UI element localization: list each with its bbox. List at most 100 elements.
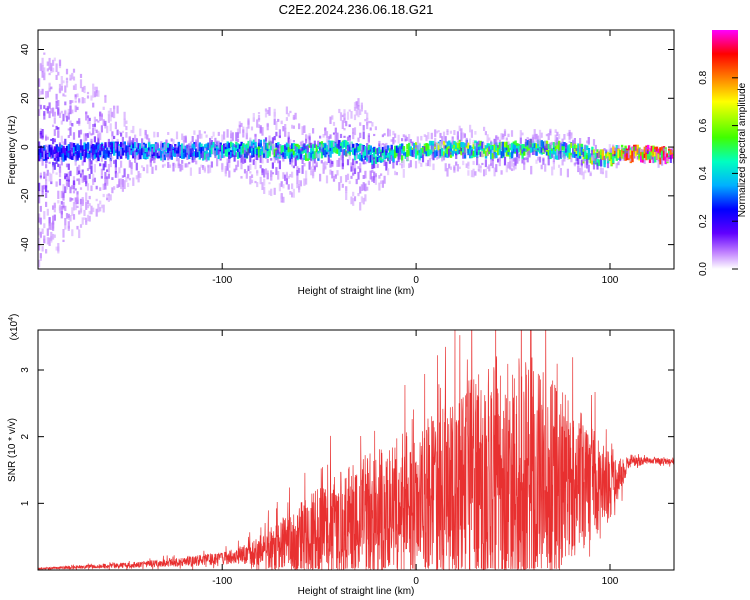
spectrogram-cell xyxy=(57,71,60,76)
snr-x-tick-label: -100 xyxy=(212,576,232,587)
spectrogram-cell xyxy=(460,142,463,148)
spectrogram-cell xyxy=(612,145,615,154)
spectrogram-cell xyxy=(428,140,432,146)
spectrogram-cell xyxy=(305,134,308,142)
spectrogram-cell xyxy=(458,125,461,132)
spectrogram-cell xyxy=(437,149,440,159)
spectrogram-cell xyxy=(247,140,250,148)
spectrogram-cell xyxy=(596,149,599,155)
spectrogram-cell xyxy=(580,166,583,176)
spectrogram-cell xyxy=(617,161,620,166)
spectrogram-cell xyxy=(633,151,636,159)
spectrogram-cell xyxy=(86,133,90,138)
spectrogram-cell xyxy=(53,234,56,238)
spectrogram-cell xyxy=(43,67,46,76)
spectrogram-cell xyxy=(367,155,370,164)
spectrogram-cell xyxy=(584,151,587,160)
spectrogram-cell xyxy=(43,235,46,244)
spectrogram-cell xyxy=(240,154,243,164)
spectrogram-cell xyxy=(212,131,215,137)
spectrogram-cell xyxy=(568,132,571,140)
spectrogram-cell xyxy=(116,144,119,147)
spectrogram-cell xyxy=(226,158,229,164)
spectrogram-cell xyxy=(582,171,585,180)
spectrogram-cell xyxy=(381,157,385,162)
spectrogram-cell xyxy=(421,154,425,163)
spectrogram-cell xyxy=(46,61,49,66)
spectrogram-cell xyxy=(235,144,238,152)
spectrogram-cell xyxy=(250,174,254,179)
spectrogram-cell xyxy=(41,70,44,78)
spectrogram-cell xyxy=(45,136,48,141)
spectrogram-cell xyxy=(247,148,250,156)
spectrogram-cell xyxy=(210,136,213,139)
spectrogram-cell xyxy=(296,175,299,184)
spectrogram-cell xyxy=(38,259,41,268)
spectrogram-cell xyxy=(573,144,577,150)
snr-exponent-base: (x10 xyxy=(9,320,20,340)
spectrogram-cell xyxy=(312,144,315,151)
spectrogram-cell xyxy=(60,153,64,160)
spectrogram-cell xyxy=(39,175,42,178)
spectrogram-cell xyxy=(383,148,386,156)
spectrogram-cell xyxy=(498,139,501,143)
spectrogram-cell xyxy=(512,143,516,149)
spectrogram-cell xyxy=(264,142,268,150)
spectrogram-cell xyxy=(167,132,170,135)
spectrogram-cell xyxy=(72,201,76,211)
spectrogram-cell xyxy=(182,153,186,159)
spectrogram-cell xyxy=(413,153,416,158)
spectrogram-cell xyxy=(149,151,152,157)
spectrogram-cell xyxy=(327,136,330,140)
spectrogram-cell xyxy=(420,135,423,141)
spectrogram-cell xyxy=(53,214,56,221)
spectrogram-cell xyxy=(57,200,60,204)
spectrogram-cell xyxy=(207,145,210,151)
spectrogram-cell xyxy=(341,114,344,118)
spectrogram-cell xyxy=(111,156,114,160)
spectrogram-cell xyxy=(383,133,386,136)
spectrogram-cell xyxy=(364,194,367,202)
spectrogram-cell xyxy=(599,159,603,167)
spectrogram-cell xyxy=(338,148,341,156)
spectrogram-cell xyxy=(79,146,83,152)
spectrogram-cell xyxy=(469,153,472,156)
spectrogram-cell xyxy=(58,142,62,148)
spectrogram-x-tick-label: 100 xyxy=(602,275,619,286)
spectrogram-cell xyxy=(257,114,261,122)
spectrogram-cell xyxy=(666,157,669,163)
spectrogram-cell xyxy=(327,151,330,156)
spectrogram-cell xyxy=(123,111,126,120)
spectrogram-cell xyxy=(99,145,102,152)
spectrogram-cell xyxy=(163,151,166,155)
spectrogram-cell xyxy=(236,160,240,167)
spectrogram-cell xyxy=(313,140,316,148)
spectrogram-cell xyxy=(352,143,355,149)
spectrogram-cell xyxy=(366,149,369,158)
colorbar-label: Normalized spectral amplitude xyxy=(737,82,748,217)
spectrogram-cell xyxy=(477,169,480,172)
spectrogram-cell xyxy=(287,112,290,117)
spectrogram-cell xyxy=(348,180,351,185)
spectrogram-cell xyxy=(285,150,289,157)
spectrogram-cell xyxy=(366,112,369,120)
spectrogram-cell xyxy=(449,152,452,155)
spectrogram-cell xyxy=(296,143,299,150)
spectrogram-cell xyxy=(118,167,121,174)
spectrogram-cell xyxy=(624,152,627,158)
spectrogram-cell xyxy=(512,162,515,168)
spectrogram-cell xyxy=(120,160,123,168)
spectrogram-cell xyxy=(552,160,555,170)
spectrogram-cell xyxy=(369,149,372,152)
spectrogram-cell xyxy=(53,162,56,170)
spectrogram-cell xyxy=(387,128,390,137)
spectrogram-cell xyxy=(266,150,269,158)
spectrogram-cell xyxy=(582,151,585,157)
spectrogram-cell xyxy=(362,125,365,131)
spectrogram-cell xyxy=(78,130,81,138)
spectrogram-cell xyxy=(563,142,566,149)
spectrogram-cell xyxy=(380,151,383,158)
spectrogram-cell xyxy=(58,152,62,157)
spectrogram-cell xyxy=(92,178,95,185)
spectrogram-cell xyxy=(467,147,470,156)
